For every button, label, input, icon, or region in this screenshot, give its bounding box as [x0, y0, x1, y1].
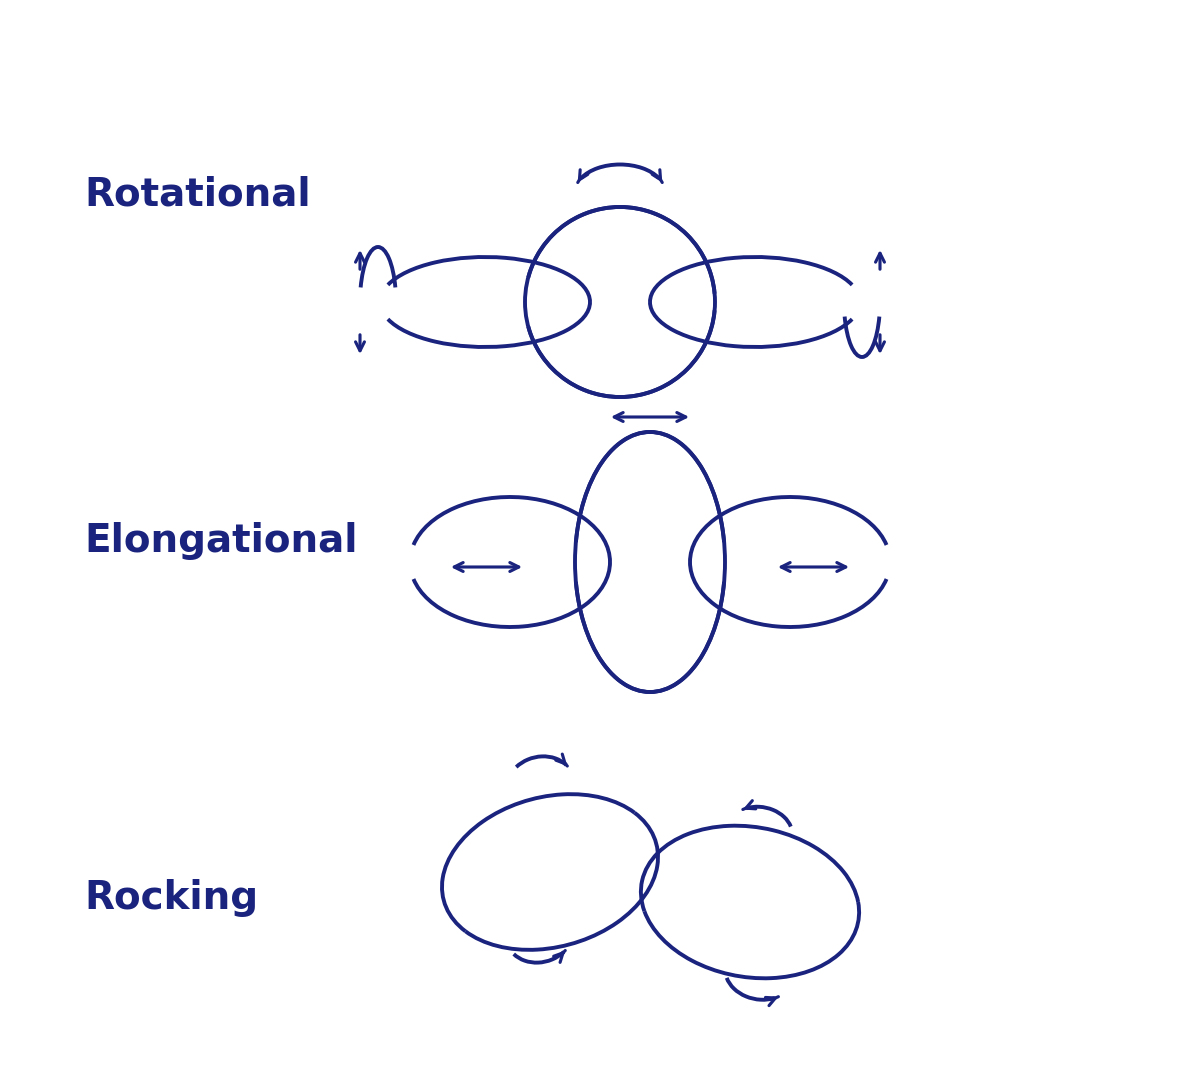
- Text: Rocking: Rocking: [84, 879, 258, 918]
- Text: Rotational: Rotational: [84, 175, 311, 214]
- Text: Elongational: Elongational: [84, 522, 358, 560]
